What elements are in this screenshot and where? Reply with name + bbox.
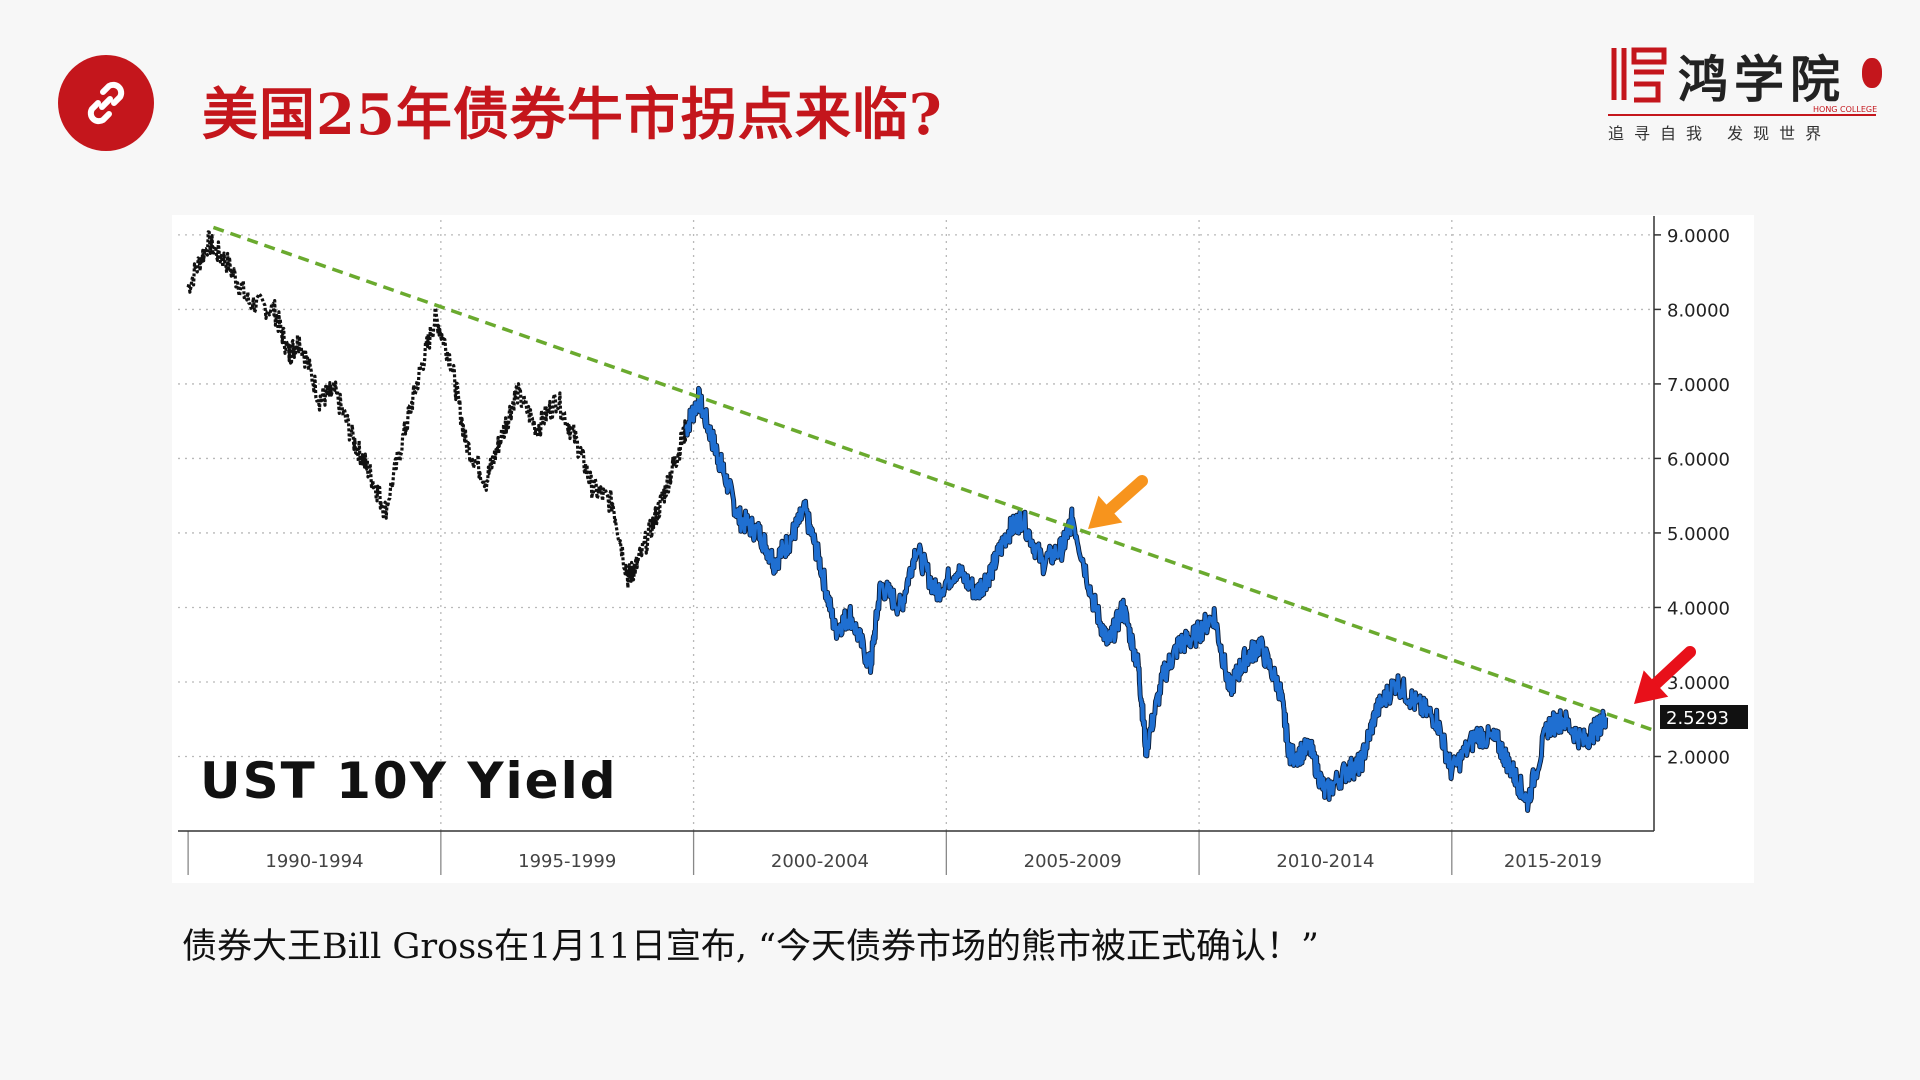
x-category-label: 2000-2004: [771, 851, 869, 872]
y-tick-label: 5.0000: [1667, 524, 1730, 545]
page-title: 美国25年债券牛市拐点来临?: [202, 82, 943, 148]
last-value-tag: [1660, 704, 1748, 729]
series-line-blue: [684, 386, 1608, 812]
y-tick-label: 4.0000: [1667, 598, 1730, 619]
y-tick-label: 2.0000: [1667, 747, 1730, 768]
trendline: [212, 225, 1655, 733]
y-tick-label: 8.0000: [1667, 300, 1730, 321]
chart-canvas: 9.0000 8.0000 7.0000 6.0000 5.0000 4.0000 3.00…: [178, 216, 1748, 875]
logo-slogan: 追寻自我 发现世界: [1608, 124, 1832, 143]
x-category-label: 2010-2014: [1276, 851, 1374, 872]
link-icon-glyph: [87, 81, 125, 125]
yield-chart: 9.0000 8.0000 7.0000 6.0000 5.0000 4.0000 3.00…: [172, 215, 1754, 883]
x-category-label: 2015-2019: [1504, 851, 1602, 872]
y-tick-label: 3.0000: [1667, 673, 1730, 694]
y-tick-label: 6.0000: [1667, 449, 1730, 470]
x-category-label: 1995-1999: [518, 851, 616, 872]
caption: 债券大王Bill Gross在1月11日宣布, “今天债券市场的熊市被正式确认！…: [182, 927, 1319, 967]
red-arrow-head: [1634, 670, 1669, 704]
link-icon: [58, 55, 154, 151]
orange-arrow-shaft: [1104, 475, 1148, 516]
orange-arrow-head: [1088, 495, 1123, 529]
x-category-label: 1990-1994: [265, 851, 363, 872]
logo-subtitle: HONG COLLEGE: [1810, 105, 1881, 114]
chart-title: UST 10Y Yield: [200, 752, 618, 810]
logo-mark: [1611, 47, 1667, 103]
y-tick-label: 9.0000: [1667, 226, 1730, 247]
y-tick-label: 7.0000: [1667, 375, 1730, 396]
x-category-label: 2005-2009: [1024, 851, 1122, 872]
logo-name: 鸿学院: [1678, 50, 1846, 109]
logo-rule: [1608, 114, 1876, 116]
series-line-black: [186, 230, 688, 590]
last-value-label: 2.5293: [1666, 708, 1729, 729]
logo-seal: [1862, 58, 1882, 88]
red-arrow-shaft: [1649, 646, 1696, 690]
college-logo: 鸿学院 HONG COLLEGE 追寻自我 发现世界: [1600, 38, 1890, 148]
